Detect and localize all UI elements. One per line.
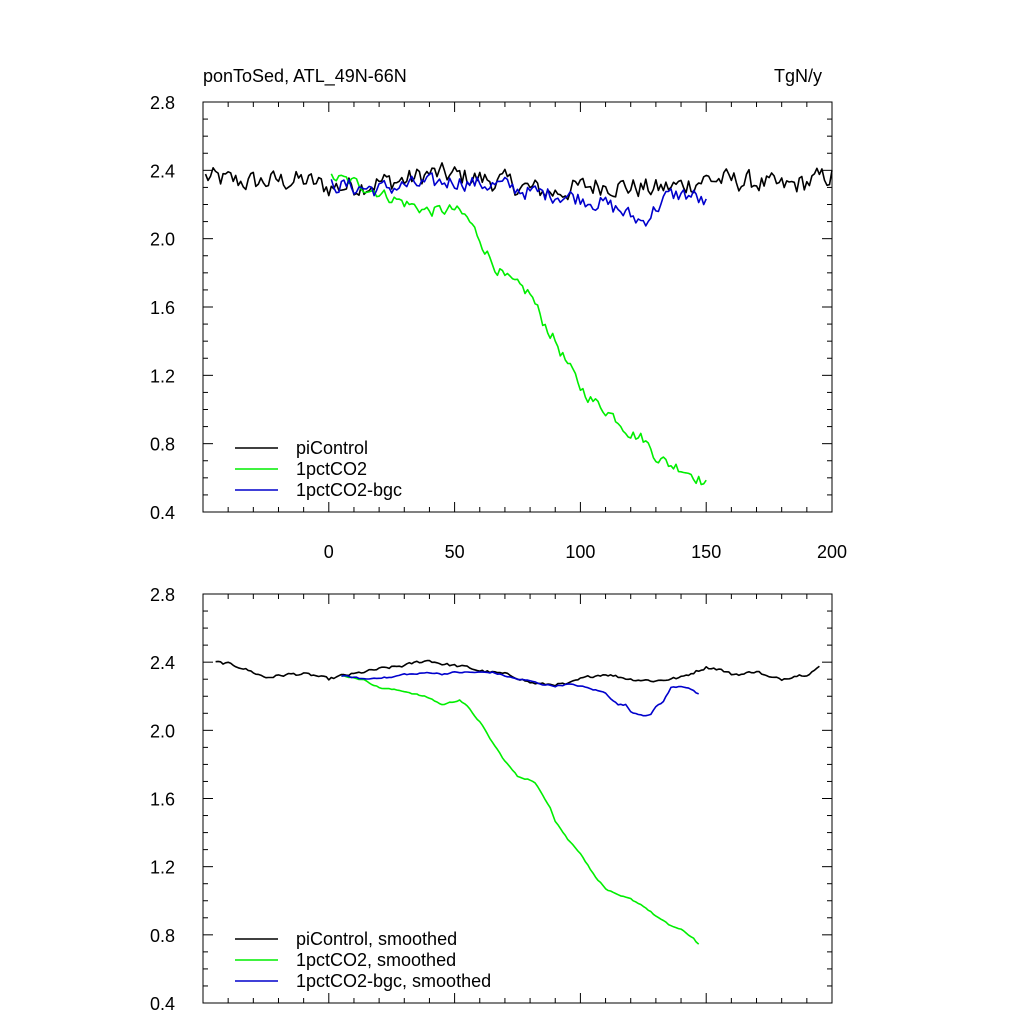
bottom-y-tick-label: 0.8 (150, 926, 175, 946)
bottom-series-line-0 (215, 659, 820, 687)
bottom-legend-label-1: 1pctCO2, smoothed (296, 950, 456, 970)
top-x-tick-label: 0 (324, 542, 334, 562)
bottom-series-line-1 (341, 675, 700, 945)
top-y-tick-label: 0.4 (150, 503, 175, 523)
top-title-left: ponToSed, ATL_49N-66N (203, 66, 407, 87)
top-y-tick-label: 1.6 (150, 298, 175, 318)
bottom-plot-panel: 2.8 2.4 2.0 1.6 1.2 0.8 0.4 piControl, smoothed… (150, 585, 833, 1014)
bottom-y-tick-label: 0.4 (150, 994, 175, 1014)
top-x-tick-label: 50 (445, 542, 465, 562)
bottom-series-line-2 (341, 671, 699, 717)
top-y-tick-label: 2.0 (150, 230, 175, 250)
top-y-tick-label: 2.4 (150, 161, 175, 181)
top-legend-label-2: 1pctCO2-bgc (296, 480, 402, 500)
top-y-tick-label: 0.8 (150, 435, 175, 455)
top-title-right: TgN/y (774, 66, 822, 86)
top-y-tick-label: 2.8 (150, 93, 175, 113)
bottom-legend-label-0: piControl, smoothed (296, 929, 457, 949)
bottom-legend-label-2: 1pctCO2-bgc, smoothed (296, 971, 491, 991)
top-legend-label-1: 1pctCO2 (296, 459, 367, 479)
top-series-line-1 (330, 173, 707, 486)
bottom-y-tick-label: 1.6 (150, 790, 175, 810)
top-x-tick-label: 200 (817, 542, 847, 562)
top-x-tick-label: 150 (691, 542, 721, 562)
top-series-line-2 (330, 172, 707, 227)
bottom-y-tick-label: 1.2 (150, 858, 175, 878)
bottom-y-tick-label: 2.8 (150, 585, 175, 605)
top-series-line-0 (204, 162, 833, 201)
top-y-tick-label: 1.2 (150, 366, 175, 386)
top-plot-panel: 2.8 2.4 2.0 1.6 1.2 0.8 0.4 0 50 100 150 200 piContr… (150, 93, 847, 562)
bottom-y-tick-label: 2.0 (150, 721, 175, 741)
top-x-tick-label: 100 (565, 542, 595, 562)
top-legend-label-0: piControl (296, 438, 368, 458)
bottom-y-tick-label: 2.4 (150, 653, 175, 673)
